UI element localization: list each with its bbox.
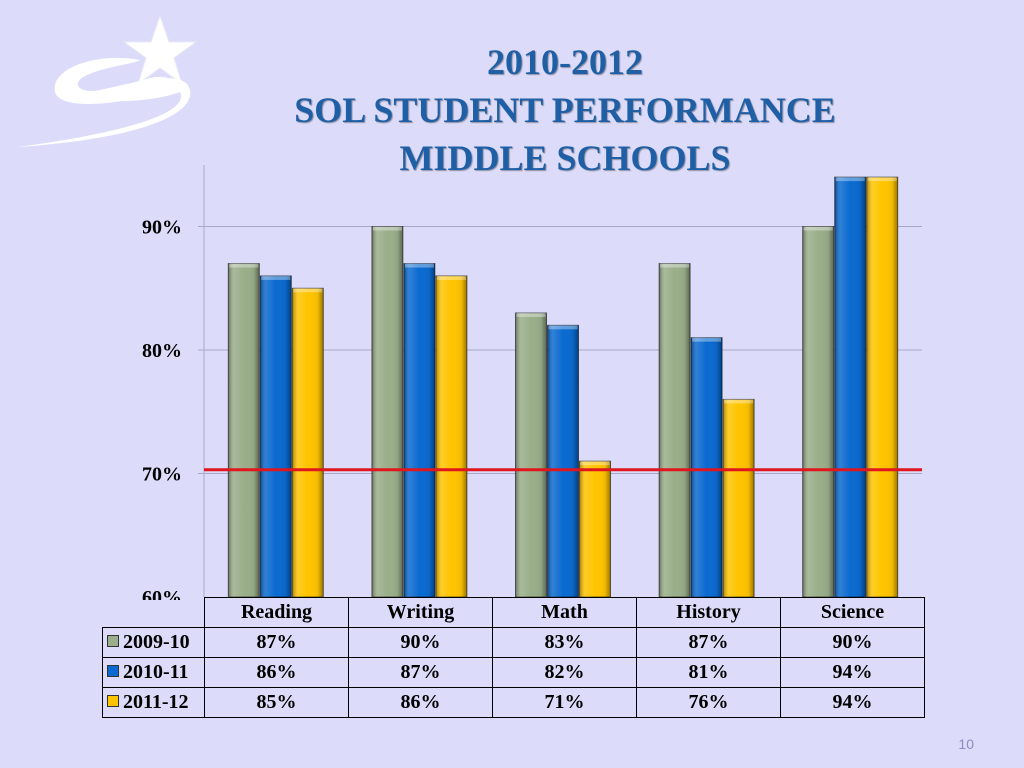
bar: [227, 263, 260, 598]
data-label: 81%: [636, 657, 781, 688]
legend-entry: 2009-10: [102, 627, 205, 658]
y-tick-label: 80%: [142, 340, 182, 362]
category-label: Reading: [204, 597, 349, 628]
title-line-3: MIDDLE SCHOOLS: [399, 138, 731, 178]
legend-swatch-icon: [107, 695, 119, 708]
bar: [722, 398, 755, 598]
title-line-2: SOL STUDENT PERFORMANCE: [294, 90, 836, 130]
bar-chart: 60% 70% 80% 90%: [142, 165, 922, 600]
legend-swatch-icon: [107, 665, 119, 678]
table-row: 2009-10 87% 90% 83% 87% 90%: [102, 627, 925, 658]
bar: [435, 275, 468, 598]
y-tick-label: 70%: [142, 464, 182, 486]
legend-entry: 2011-12: [102, 687, 205, 718]
data-label: 86%: [348, 687, 493, 718]
table-corner: [103, 598, 205, 628]
category-label: Writing: [348, 597, 493, 628]
bar: [371, 226, 404, 598]
bar: [579, 460, 611, 598]
y-tick-label: 90%: [142, 217, 182, 239]
bar: [834, 176, 867, 598]
data-label: 82%: [492, 657, 637, 688]
data-label: 94%: [780, 657, 925, 688]
data-label: 90%: [348, 627, 493, 658]
data-label: 71%: [492, 687, 637, 718]
category-label: History: [636, 597, 781, 628]
data-label: 87%: [204, 627, 349, 658]
data-label: 87%: [348, 657, 493, 688]
data-label: 87%: [636, 627, 781, 658]
page-number: 10: [958, 736, 974, 752]
series-name: 2010-11: [123, 661, 189, 683]
data-label: 85%: [204, 687, 349, 718]
category-label: Science: [780, 597, 925, 628]
bar: [259, 275, 292, 598]
table-header-row: Reading Writing Math History Science: [103, 597, 925, 628]
category-label: Math: [492, 597, 637, 628]
legend-swatch-icon: [107, 635, 119, 648]
bar: [802, 226, 835, 598]
data-label: 94%: [780, 687, 925, 718]
bar: [515, 312, 547, 598]
data-label: 76%: [636, 687, 781, 718]
table-row: 2011-12 85% 86% 71% 76% 94%: [102, 687, 925, 718]
data-label: 90%: [780, 627, 925, 658]
series-name: 2009-10: [123, 631, 190, 653]
star-icon: [122, 14, 198, 86]
data-label: 83%: [492, 627, 637, 658]
chart-title: 2010-2012 SOL STUDENT PERFORMANCE MIDDLE…: [200, 38, 930, 182]
title-line-1: 2010-2012: [487, 42, 643, 82]
bar: [403, 263, 436, 598]
legend-entry: 2010-11: [102, 657, 205, 688]
bar: [658, 263, 691, 598]
shooting-star-logo: [18, 14, 198, 147]
y-tick-label: 60%: [142, 587, 182, 600]
series-name: 2011-12: [123, 691, 189, 713]
data-table: Reading Writing Math History Science 200…: [102, 597, 925, 718]
table-row: 2010-11 86% 87% 82% 81% 94%: [102, 657, 925, 688]
bar: [690, 337, 723, 598]
bar: [866, 176, 899, 598]
swoosh-icon: [18, 57, 191, 147]
data-label: 86%: [204, 657, 349, 688]
bar: [291, 287, 324, 598]
bar: [547, 324, 579, 598]
